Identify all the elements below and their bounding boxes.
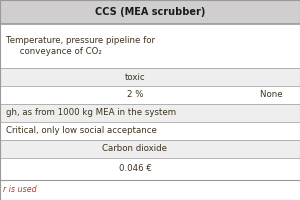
Text: Carbon dioxide: Carbon dioxide xyxy=(103,144,167,153)
Bar xyxy=(0,104,300,122)
Bar xyxy=(0,86,300,104)
Text: None: None xyxy=(260,90,285,99)
Bar xyxy=(0,0,300,24)
Text: 0.046 €: 0.046 € xyxy=(118,164,152,173)
Bar xyxy=(0,24,300,68)
Text: 2 %: 2 % xyxy=(127,90,143,99)
Text: r is used: r is used xyxy=(3,185,37,194)
Text: Temperature, pressure pipeline for
     conveyance of CO₂: Temperature, pressure pipeline for conve… xyxy=(6,36,155,56)
Bar xyxy=(0,140,300,158)
Text: Critical, only low social acceptance: Critical, only low social acceptance xyxy=(6,126,157,135)
Bar xyxy=(0,122,300,140)
Bar xyxy=(0,158,300,180)
Text: CCS (MEA scrubber): CCS (MEA scrubber) xyxy=(95,7,205,17)
Bar xyxy=(0,68,300,86)
Text: gh, as from 1000 kg MEA in the system: gh, as from 1000 kg MEA in the system xyxy=(6,108,176,117)
Text: toxic: toxic xyxy=(125,72,145,82)
